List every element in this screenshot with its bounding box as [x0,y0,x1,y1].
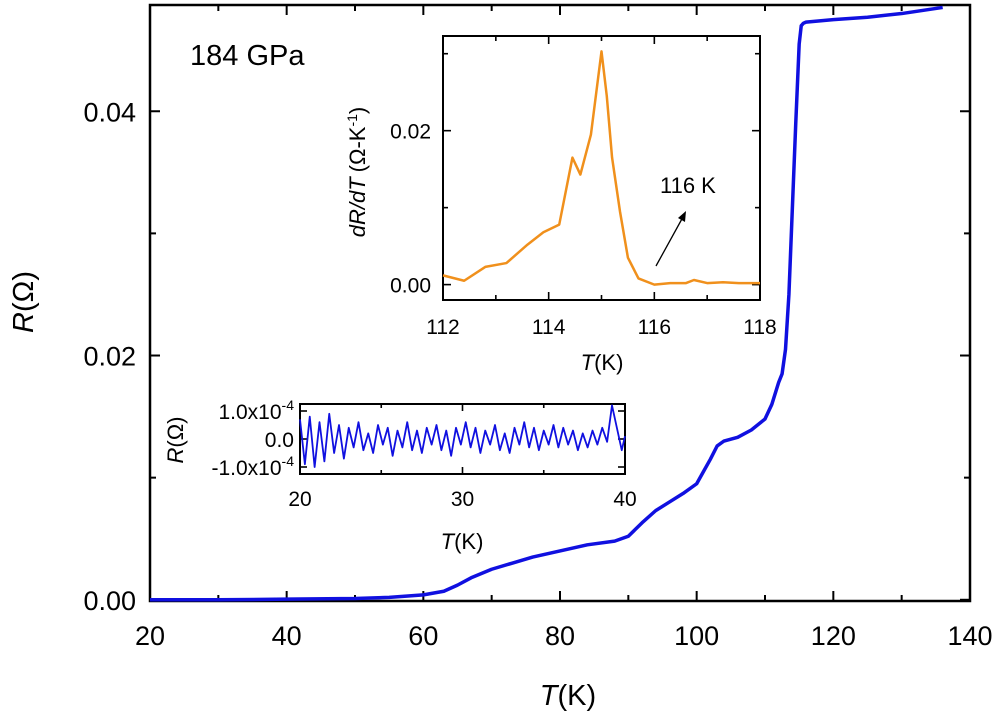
inset-derivative-ticks [442,36,761,300]
main-annotation-pressure: 184 GPa [190,40,305,72]
y-tick-label: -1.0x10-4 [212,453,295,480]
x-tick-label: 20 [288,488,311,511]
x-tick-label: 116 [638,316,671,339]
inset-derivative-x-axis-label: T(K) [581,350,624,375]
y-tick-label: 0.04 [83,97,136,127]
inset-noise-x-tick-labels: 20 30 40 [288,488,636,511]
x-tick-label: 30 [451,488,474,511]
inset-noise-ticks [299,404,626,474]
inset-derivative-x-tick-labels: 112 114 116 118 [426,316,776,339]
inset-derivative-y-tick-labels: 0.00 0.02 [390,121,431,298]
x-tick-label: 120 [811,621,856,651]
x-tick-label: 80 [545,621,575,651]
inset-noise-series-line [299,404,626,468]
inset-noise-y-axis-label: R(Ω) [163,417,188,464]
inset-derivative-y-axis-label: dR/dT(Ω-K-1) [344,107,370,237]
x-tick-label: 40 [613,488,636,511]
x-tick-label: 40 [272,621,302,651]
main-x-axis-label: T(K) [540,680,596,712]
x-tick-label: 118 [743,316,776,339]
arrow-head-icon [678,211,686,222]
x-tick-label: 100 [674,621,719,651]
inset-derivative-annotation: 116 K [660,173,716,198]
x-tick-label: 60 [408,621,438,651]
main-y-axis-label: R(Ω) [8,271,40,333]
inset-derivative-chart: 112 114 116 118 0.00 0.02 116 K T(K) dR/dT(Ω… [344,35,777,375]
main-x-tick-labels: 20 40 60 80 100 120 140 [135,621,993,651]
main-series-line [150,5,943,602]
x-tick-label: 114 [532,316,566,339]
y-tick-label: 0.02 [390,121,431,144]
x-tick-label: 20 [135,621,165,651]
inset-derivative-background [443,36,760,300]
y-tick-label: 0.0 [265,429,294,452]
y-tick-label: 0.00 [83,586,136,616]
x-tick-label: 140 [947,621,992,651]
y-tick-label: 1.0x10-4 [218,397,294,424]
x-tick-label: 112 [426,316,459,339]
inset-noise-chart: 20 30 40 1.0x10-4 0.0-1.0x10-4 T(K) R(Ω) [163,397,637,554]
inset-noise-x-axis-label: T(K) [441,529,484,554]
y-tick-label: 0.00 [390,275,431,298]
main-y-tick-labels: 0.00 0.02 0.04 [83,97,136,616]
inset-derivative-series-line [442,50,760,286]
main-ticks [149,5,971,601]
inset-noise-y-tick-labels: 1.0x10-4 0.0-1.0x10-4 [212,397,295,480]
y-tick-label: 0.02 [83,342,136,372]
inset-derivative-annotation-arrow [655,216,684,267]
main-chart: 20 40 60 80 100 120 140 0.00 0.02 0.04 184 GPa T… [8,3,993,712]
